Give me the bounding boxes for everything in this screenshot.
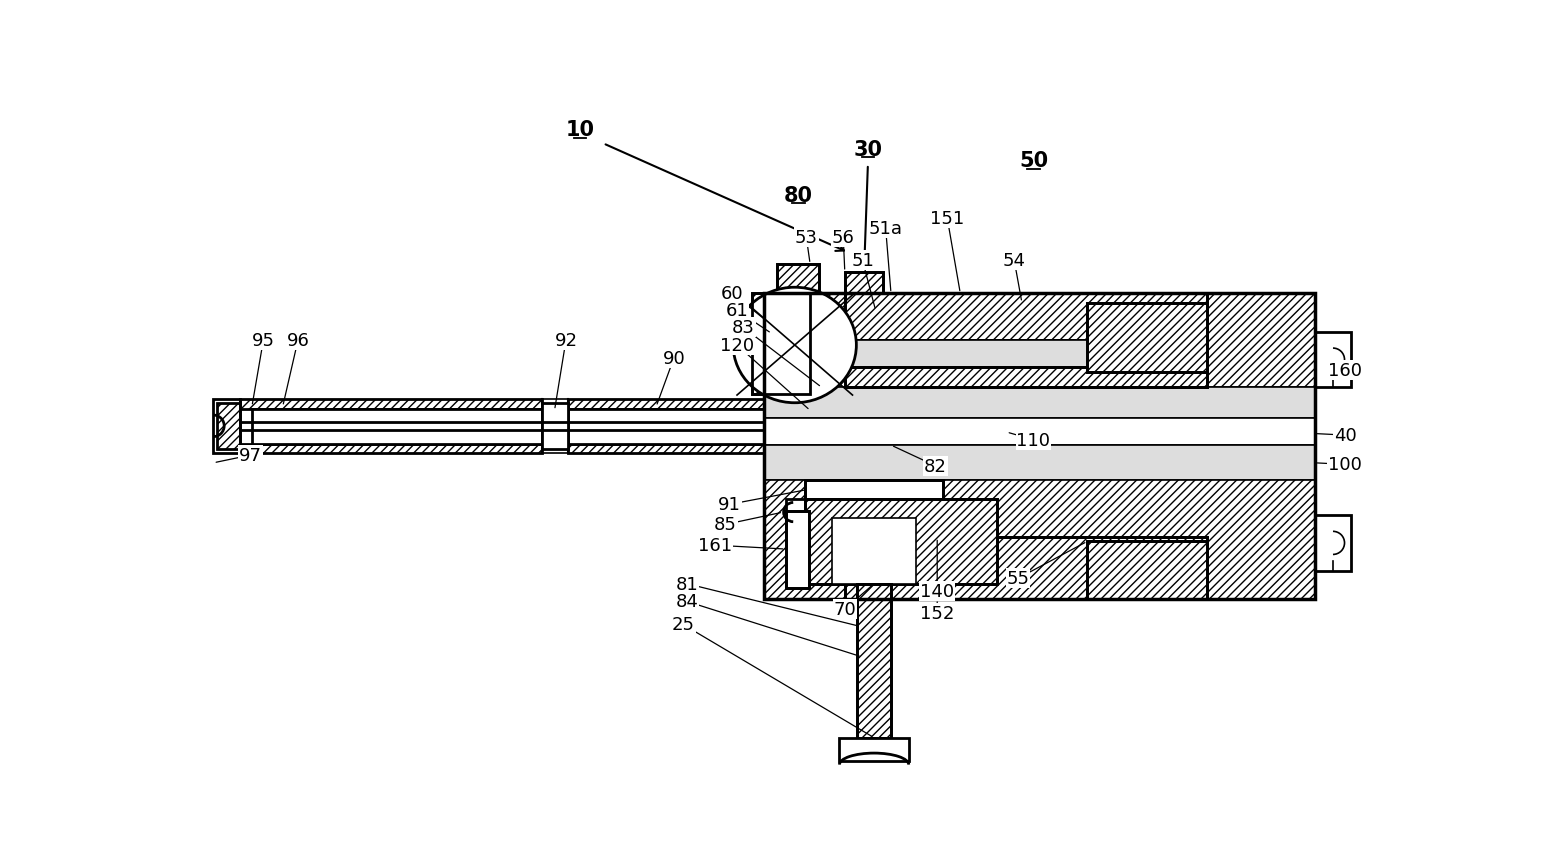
Bar xyxy=(1314,516,1351,571)
Bar xyxy=(845,273,884,294)
Bar xyxy=(1087,542,1207,599)
Bar xyxy=(857,584,891,738)
Bar xyxy=(542,403,567,449)
Text: 82: 82 xyxy=(924,457,947,475)
Bar xyxy=(811,400,848,446)
Bar xyxy=(845,367,1207,388)
Bar xyxy=(764,294,1314,388)
Bar xyxy=(241,400,542,410)
Bar xyxy=(845,340,1092,367)
Text: 96: 96 xyxy=(287,331,309,350)
Bar xyxy=(845,273,884,294)
Text: 50: 50 xyxy=(1019,151,1048,171)
Text: 55: 55 xyxy=(1006,570,1030,587)
Text: 161: 161 xyxy=(699,536,733,554)
Text: 61: 61 xyxy=(725,302,749,320)
Bar xyxy=(820,373,846,473)
Text: 151: 151 xyxy=(930,210,964,227)
Text: 152: 152 xyxy=(919,604,955,623)
Text: 120: 120 xyxy=(721,337,755,355)
Text: 84: 84 xyxy=(676,592,699,610)
Bar xyxy=(804,480,943,499)
Ellipse shape xyxy=(733,288,856,403)
Text: 110: 110 xyxy=(1017,431,1050,449)
Bar xyxy=(213,400,241,453)
Bar xyxy=(811,400,848,446)
Bar xyxy=(776,265,820,295)
Bar xyxy=(820,373,846,473)
Bar xyxy=(752,294,811,394)
Bar xyxy=(252,410,542,444)
Text: 80: 80 xyxy=(784,186,814,206)
Bar xyxy=(776,265,820,295)
Text: 140: 140 xyxy=(919,583,954,601)
Text: 10: 10 xyxy=(565,121,595,140)
Text: 51a: 51a xyxy=(868,220,902,238)
Text: 56: 56 xyxy=(832,229,854,247)
Bar xyxy=(1314,332,1351,388)
Bar xyxy=(752,294,811,394)
Bar xyxy=(567,410,764,444)
Bar xyxy=(786,499,825,526)
Bar xyxy=(832,518,916,584)
Bar xyxy=(567,400,764,410)
Text: 100: 100 xyxy=(1328,455,1362,474)
Text: 83: 83 xyxy=(731,319,755,337)
Text: 92: 92 xyxy=(554,331,578,350)
Bar xyxy=(1087,303,1207,373)
Bar xyxy=(1087,542,1207,599)
Bar xyxy=(857,584,891,738)
Bar xyxy=(804,499,997,584)
Ellipse shape xyxy=(733,288,856,403)
Bar xyxy=(845,538,1207,599)
Bar xyxy=(764,418,1314,446)
Text: 54: 54 xyxy=(1003,252,1025,270)
Text: 160: 160 xyxy=(1328,362,1362,380)
Bar xyxy=(764,388,1314,418)
Text: 81: 81 xyxy=(676,575,699,593)
Bar xyxy=(845,294,1207,340)
Text: 60: 60 xyxy=(721,285,744,303)
Text: 30: 30 xyxy=(854,139,882,159)
Bar xyxy=(1087,303,1207,373)
Bar xyxy=(804,480,943,499)
Text: 95: 95 xyxy=(252,331,275,350)
Bar xyxy=(786,511,809,588)
Text: 53: 53 xyxy=(795,229,818,247)
Bar xyxy=(840,738,909,761)
Text: 97: 97 xyxy=(239,447,262,465)
Bar xyxy=(764,446,1314,480)
Bar xyxy=(241,444,542,453)
Bar xyxy=(764,480,1314,599)
Text: 91: 91 xyxy=(717,496,741,514)
Bar xyxy=(764,294,1314,599)
Bar xyxy=(845,367,1207,388)
Bar xyxy=(845,538,1207,599)
Text: 70: 70 xyxy=(834,600,856,618)
Bar xyxy=(786,511,809,588)
Text: 51: 51 xyxy=(851,252,874,270)
Bar xyxy=(567,444,764,453)
Bar xyxy=(804,499,997,584)
Bar xyxy=(217,403,241,449)
Text: 25: 25 xyxy=(671,616,694,634)
Text: 90: 90 xyxy=(663,350,685,368)
Bar xyxy=(845,294,1207,340)
Text: 85: 85 xyxy=(714,516,736,534)
Text: 40: 40 xyxy=(1334,426,1357,444)
